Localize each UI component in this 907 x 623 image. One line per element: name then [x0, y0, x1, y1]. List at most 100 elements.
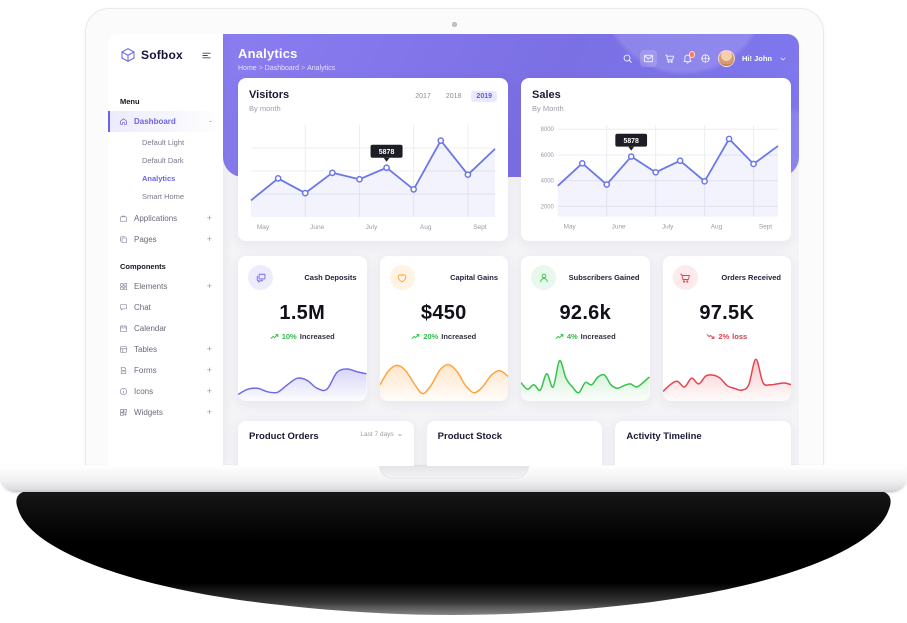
stat-title: Orders Received: [721, 273, 781, 282]
trend-down-icon: [706, 332, 715, 341]
stat-sparkline: [238, 368, 367, 401]
bell-icon[interactable]: [682, 51, 695, 64]
sofbox-logo-text: Sofbox: [141, 48, 183, 62]
sidebar-item-label: Pages: [134, 235, 157, 244]
sales-card: Sales By Month 8000 6000 4000 2000 May June Ju…: [521, 78, 791, 241]
expand-indicator: +: [206, 234, 212, 244]
sidebar-section-label: Menu: [120, 97, 140, 106]
page-title: Analytics: [238, 46, 298, 61]
info-icon: [119, 387, 128, 396]
svg-text:5878: 5878: [623, 138, 639, 145]
charts-row: Visitors By month 2017 2018 2019 May June Ju…: [238, 78, 791, 241]
sales-line-chart: 8000 6000 4000 2000 May June July Aug Sept 5878: [541, 125, 779, 231]
sidebar-item-label: Tables: [134, 345, 158, 354]
briefcase-icon: [119, 214, 128, 223]
sidebar-item-widgets[interactable]: Widgets +: [108, 402, 223, 423]
panel-product-orders: Product Orders Last 7 days: [238, 421, 414, 466]
expand-indicator: +: [206, 365, 212, 375]
sidebar-section-label: Components: [120, 262, 166, 271]
heart-icon: [389, 265, 415, 290]
home-icon: [119, 117, 128, 126]
breadcrumb: Home > Dashboard > Analytics: [238, 65, 336, 72]
sidebar-item-label: Chat: [134, 303, 151, 312]
notification-badge: [688, 51, 695, 58]
sofbox-logo-icon: [120, 47, 136, 63]
stat-value: 1.5M: [279, 302, 326, 324]
sidebar-nav: Menu Dashboard - Default Light Default Dark A…: [108, 97, 223, 423]
cart-icon[interactable]: [664, 53, 675, 64]
year-tab-2017[interactable]: 2017: [415, 93, 431, 100]
sidebar-item-calendar[interactable]: Calendar: [108, 318, 223, 339]
search-icon[interactable]: [622, 53, 633, 64]
sidebar-item-applications[interactable]: Applications +: [108, 208, 223, 229]
forms-icon: [119, 366, 128, 375]
laptop-screen: Sofbox Menu Dashboard - Default Light Defaul…: [85, 8, 824, 466]
chat-duo-icon: [248, 265, 273, 290]
sidebar-item-elements[interactable]: Elements +: [108, 276, 223, 297]
sidebar-subitem-default-dark[interactable]: Default Dark: [142, 155, 184, 165]
stat-value: $450: [420, 302, 467, 324]
stat-sparkline: [521, 359, 650, 401]
stat-trend: 2% loss: [673, 332, 782, 341]
stat-title: Capital Gains: [450, 273, 498, 282]
sidebar-subitem-analytics[interactable]: Analytics: [142, 173, 176, 183]
cart-icon: [672, 265, 698, 290]
sidebar-item-dashboard[interactable]: Dashboard -: [108, 111, 223, 132]
panel-activity-timeline: Activity Timeline: [615, 421, 791, 466]
laptop-hinge-notch: [378, 465, 529, 479]
sidebar-subitem-default-light[interactable]: Default Light: [142, 137, 185, 147]
sidebar-item-label: Applications: [134, 214, 178, 223]
sidebar-item-label: Forms: [134, 366, 157, 375]
svg-text:July: July: [662, 224, 674, 231]
sidebar-item-pages[interactable]: Pages +: [108, 229, 223, 250]
year-tab-2018[interactable]: 2018: [445, 93, 462, 100]
panels-row: Product Orders Last 7 days Product Stock Ac…: [238, 421, 791, 466]
svg-text:May: May: [257, 224, 270, 231]
visitors-title: Visitors: [249, 89, 290, 101]
sidebar-item-forms[interactable]: Forms +: [108, 360, 223, 381]
sidebar-item-label: Dashboard: [134, 117, 176, 126]
trend-up-icon: [270, 332, 279, 341]
breadcrumb-item[interactable]: Home: [238, 65, 257, 72]
stat-card-orders-received: Orders Received 97.5K 2% loss: [662, 256, 791, 401]
user-avatar[interactable]: [718, 50, 735, 67]
expand-indicator: -: [209, 116, 212, 126]
compass-icon[interactable]: [700, 53, 711, 64]
sidebar-subitem-smart-home[interactable]: Smart Home: [142, 191, 185, 201]
expand-indicator: +: [206, 386, 212, 396]
year-tab-2019[interactable]: 2019: [471, 91, 497, 102]
stat-card-capital-gains: Capital Gains $450 20% Increased: [379, 256, 508, 401]
chevron-down-icon[interactable]: [779, 55, 787, 63]
stat-card-cash-deposits: Cash Deposits 1.5M 10% Increased: [238, 256, 367, 401]
sidebar-item-icons[interactable]: Icons +: [108, 381, 223, 402]
sidebar-item-label: Icons: [134, 387, 154, 396]
svg-text:Aug: Aug: [711, 224, 723, 231]
main-area: Analytics Home > Dashboard > Analytics Hi! J…: [223, 34, 799, 466]
panel-title: Product Stock: [437, 431, 503, 442]
sidebar-toggle-icon[interactable]: [201, 50, 212, 61]
stat-value: 97.5K: [699, 302, 755, 324]
svg-text:May: May: [564, 224, 577, 231]
sidebar-item-label: Calendar: [134, 324, 167, 333]
sidebar-item-chat[interactable]: Chat: [108, 297, 223, 318]
widgets-icon: [119, 408, 128, 417]
dashboard-viewport: Sofbox Menu Dashboard - Default Light Defaul…: [108, 34, 799, 466]
sales-subtitle: By Month: [532, 104, 564, 113]
svg-text:4000: 4000: [541, 179, 555, 185]
sidebar-item-tables[interactable]: Tables +: [108, 339, 223, 360]
panel-filter-dropdown[interactable]: Last 7 days: [360, 431, 402, 438]
stat-title: Cash Deposits: [304, 273, 357, 282]
svg-text:6000: 6000: [541, 153, 555, 159]
breadcrumb-item[interactable]: Dashboard: [264, 65, 300, 72]
mail-icon[interactable]: [640, 50, 657, 67]
user-greeting[interactable]: Hi! John: [742, 54, 772, 63]
stat-trend: 4% Increased: [531, 332, 640, 341]
cards-area: Visitors By month 2017 2018 2019 May June Ju…: [238, 78, 791, 466]
sidebar-item-label: Widgets: [134, 408, 163, 417]
visitors-subtitle: By month: [249, 104, 281, 113]
laptop-shadow: [15, 492, 892, 622]
trend-up-icon: [555, 332, 564, 341]
visitors-line-chart: May June July Aug Sept 5878: [250, 125, 496, 231]
trend-up-icon: [411, 332, 420, 341]
